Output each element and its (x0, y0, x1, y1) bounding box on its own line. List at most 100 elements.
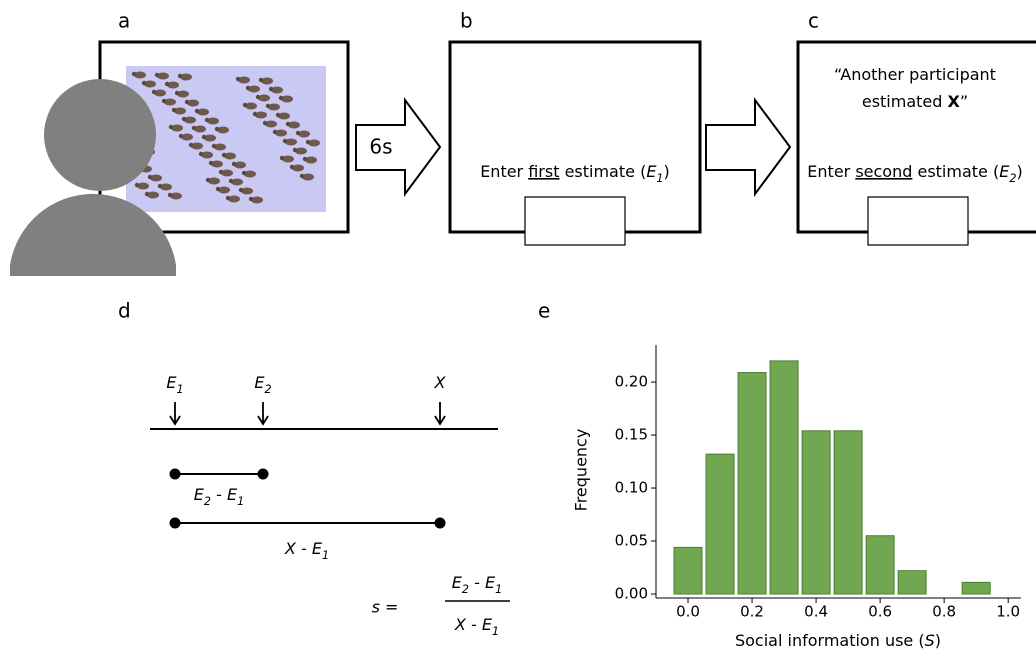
block-arrow (355, 96, 442, 198)
animal (241, 187, 253, 195)
animal-head (168, 124, 174, 130)
prompt: Enter second estimate (E2) (807, 162, 1022, 185)
animal-head (157, 183, 163, 189)
bar (705, 453, 735, 595)
animal-head (147, 174, 153, 180)
animal (217, 126, 229, 134)
animal-head (215, 186, 221, 192)
animal-head (241, 170, 247, 176)
animal (281, 95, 293, 103)
animal-head (238, 187, 244, 193)
animal-head (211, 143, 217, 149)
text-part: E (166, 373, 177, 392)
animal (154, 89, 166, 97)
animal-head (221, 152, 227, 158)
text-part: X (284, 539, 297, 558)
animal (144, 80, 156, 88)
text-part: ” (960, 92, 968, 111)
animal-head (255, 94, 261, 100)
social-message: “Another participant (834, 65, 996, 84)
animal (275, 129, 287, 137)
animal-head (305, 139, 311, 145)
y-tick-label: 0.20 (615, 373, 648, 391)
animal-head (248, 196, 254, 202)
animal (137, 182, 149, 190)
animal (214, 143, 226, 151)
segment-label: X - E1 (284, 539, 329, 562)
x-tick-label: 0.2 (740, 603, 764, 621)
animal (244, 170, 256, 178)
bar (833, 430, 863, 595)
text-part: E (194, 485, 205, 504)
y-tick-label: 0.00 (615, 585, 648, 603)
animal-head (289, 164, 295, 170)
animal-head (282, 138, 288, 144)
animal-head (262, 120, 268, 126)
animal (245, 102, 257, 110)
animal-head (302, 156, 308, 162)
animal-head (295, 130, 301, 136)
animal (147, 191, 159, 199)
text-part: E (312, 539, 323, 558)
bar (737, 372, 767, 595)
y-tick-label: 0.15 (615, 426, 648, 444)
animal-head (214, 126, 220, 132)
animal-head (194, 108, 200, 114)
text-part: 2 (264, 383, 271, 396)
animal-head (151, 89, 157, 95)
animal-head (292, 147, 298, 153)
animal-head (141, 80, 147, 86)
text-part: X (454, 615, 467, 634)
animal-head (178, 133, 184, 139)
text-part: 1 (656, 172, 663, 185)
text-part: S (925, 631, 935, 650)
formula-denominator: X - E1 (454, 615, 499, 638)
formula-numerator: E2 - E1 (452, 573, 502, 596)
panel-letter: c (808, 9, 819, 33)
animal (298, 130, 310, 138)
text-part: estimate ( (559, 162, 646, 181)
animal (201, 151, 213, 159)
animal (258, 94, 270, 102)
panel-letter: a (118, 9, 130, 33)
animal (234, 161, 246, 169)
input-box (867, 196, 969, 246)
marker-label: X (434, 373, 447, 392)
bar (961, 581, 991, 595)
bar (801, 430, 831, 595)
animal-head (225, 195, 231, 201)
animal (211, 160, 223, 168)
marker-arrow (169, 402, 181, 426)
text-part: 1 (237, 495, 244, 508)
animal (285, 138, 297, 146)
animal-head (218, 169, 224, 175)
animal-head (201, 134, 207, 140)
animal (265, 120, 277, 128)
animal (228, 195, 240, 203)
marker-arrow (257, 402, 269, 426)
animal (194, 125, 206, 133)
text-part: 1 (322, 549, 329, 562)
text-part: estimate ( (912, 162, 999, 181)
text-part: - (211, 485, 227, 504)
animal-head (204, 117, 210, 123)
animal (184, 116, 196, 124)
animal (248, 85, 260, 93)
animal-head (154, 72, 160, 78)
animal (207, 117, 219, 125)
animal-head (265, 103, 271, 109)
animal-head (268, 86, 274, 92)
animal (292, 164, 304, 172)
animal (157, 72, 169, 80)
animal-head (258, 77, 264, 83)
animal-head (252, 111, 258, 117)
text-part: second (855, 162, 912, 181)
social-message: estimated X” (862, 92, 968, 111)
animal (295, 147, 307, 155)
animal-head (279, 155, 285, 161)
animal (208, 177, 220, 185)
text-part: 1 (492, 625, 499, 638)
text-part: E (452, 573, 463, 592)
text-part: X (948, 92, 961, 111)
